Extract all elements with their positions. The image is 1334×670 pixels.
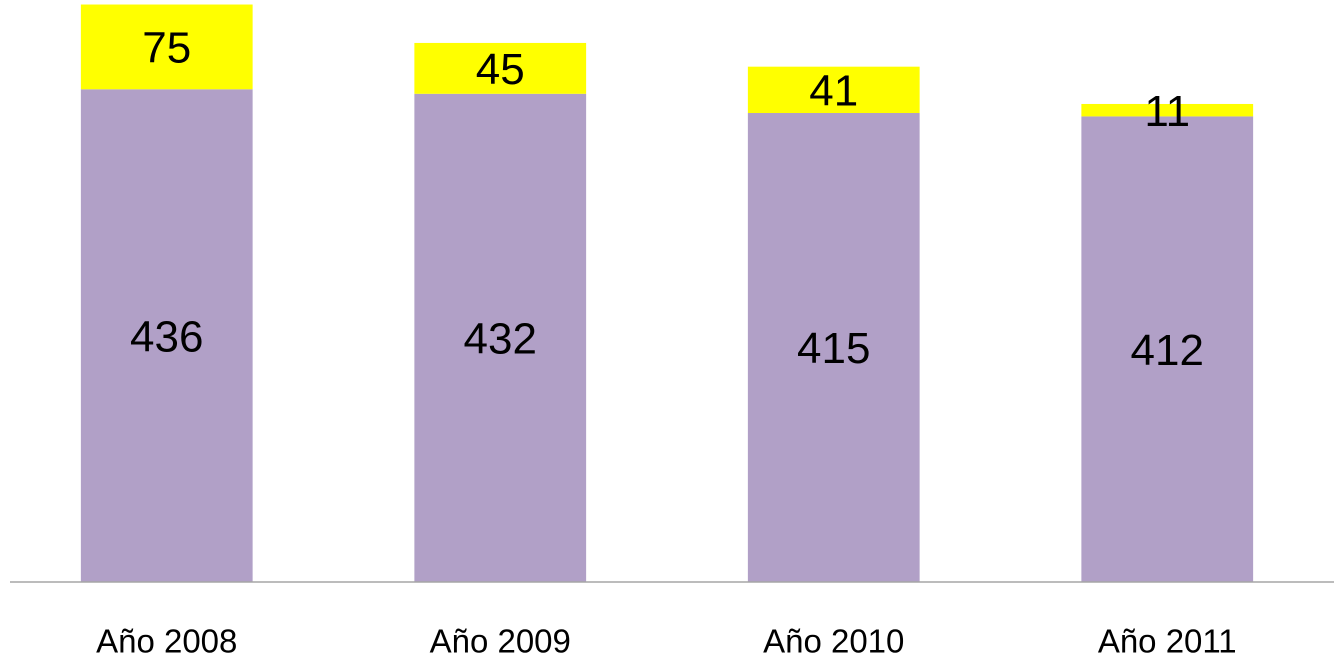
data-label: 436: [130, 312, 203, 361]
bar-segment: [414, 93, 587, 582]
bar-segment: [80, 89, 253, 582]
x-tick-label: Año 2010: [763, 623, 904, 660]
bar-segment: [747, 66, 920, 114]
data-label: 415: [797, 324, 870, 373]
x-tick-label: Año 2008: [96, 623, 237, 660]
x-tick-label: Año 2011: [1098, 623, 1237, 660]
data-label: 75: [142, 24, 191, 73]
bar-segment: [747, 113, 920, 583]
data-label: 45: [476, 45, 525, 94]
data-label: 412: [1131, 326, 1204, 375]
data-label: 432: [464, 315, 537, 364]
bar-segment: [414, 42, 587, 94]
data-label: 41: [809, 66, 858, 115]
x-tick-label: Año 2009: [430, 623, 571, 660]
data-label: 11: [1144, 87, 1190, 136]
bar-segment: [80, 4, 253, 90]
bar-segment: [1081, 103, 1254, 117]
bar-segment: [1081, 116, 1254, 583]
